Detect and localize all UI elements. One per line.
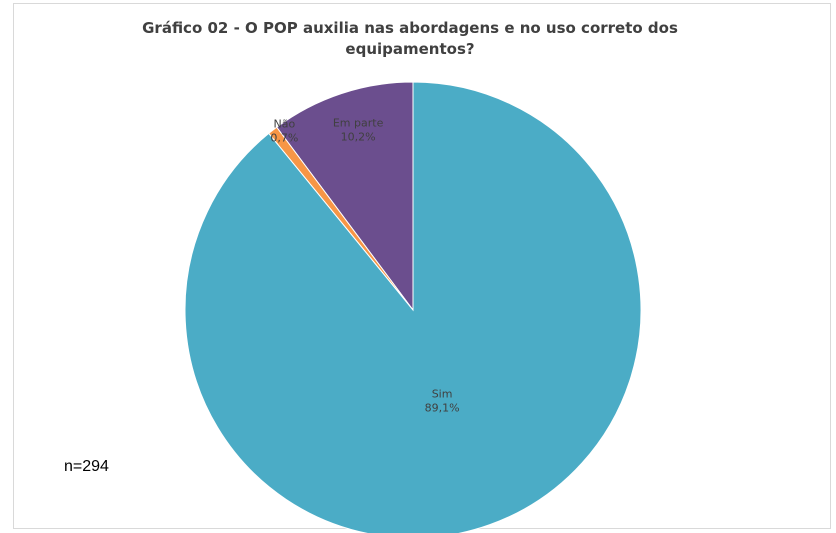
pie-label-nao-name: Não: [273, 117, 295, 130]
pie-label-sim-name: Sim: [432, 388, 453, 401]
pie-label-em-parte-value: 10,2%: [341, 131, 376, 144]
pie-slice-sim: [184, 81, 642, 533]
pie-slices: [184, 81, 642, 533]
chart-title: Gráfico 02 - O POP auxilia nas abordagen…: [142, 19, 678, 58]
pie-slice-em-parte: [275, 81, 414, 312]
pie-label-sim-value: 89,1%: [425, 402, 460, 415]
pie-label-em-parte-name: Em parte: [333, 117, 384, 130]
pie-label-nao-value: 0,7%: [270, 131, 298, 144]
sample-size-note: n=294: [64, 458, 109, 475]
